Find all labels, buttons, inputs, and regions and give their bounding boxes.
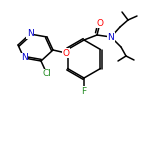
Text: O: O bbox=[97, 19, 104, 28]
Text: N: N bbox=[21, 54, 27, 62]
Text: F: F bbox=[81, 86, 86, 95]
Text: N: N bbox=[108, 33, 114, 41]
Text: Cl: Cl bbox=[43, 69, 51, 78]
Text: N: N bbox=[27, 29, 33, 38]
Text: O: O bbox=[62, 48, 69, 57]
